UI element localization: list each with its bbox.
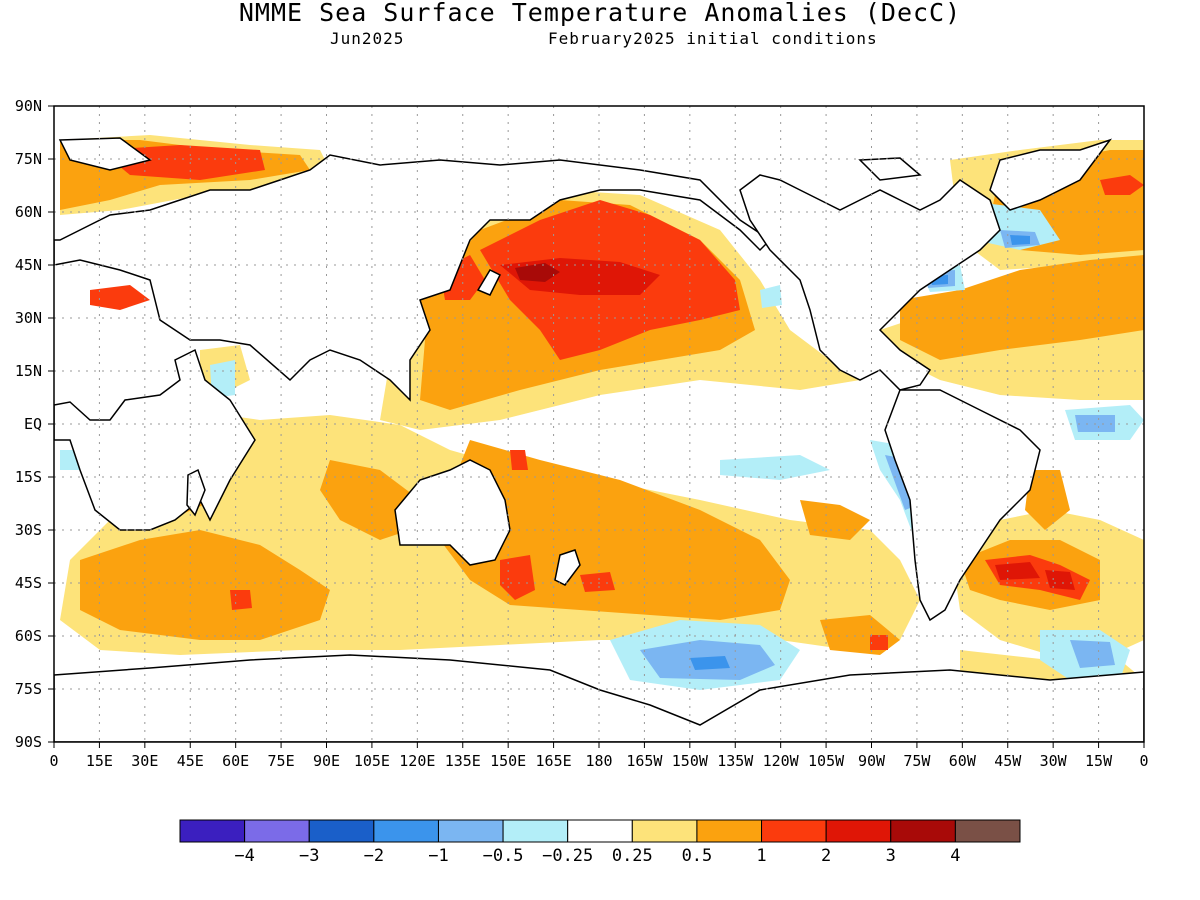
lat-tick-label: 30N — [15, 309, 42, 327]
lon-tick-label: 45E — [177, 752, 204, 770]
lat-tick-label: 90S — [15, 733, 42, 751]
lon-tick-label: 30E — [131, 752, 158, 770]
lon-tick-label: 150E — [490, 752, 526, 770]
colorbar-swatch — [437, 819, 504, 843]
lon-tick-label: 135W — [717, 752, 754, 770]
colorbar-swatch — [954, 819, 1021, 843]
lat-tick-label: 60N — [15, 203, 42, 221]
colorbar-label: 2 — [821, 846, 831, 866]
lat-tick-label: 75N — [15, 150, 42, 168]
lon-tick-label: 165E — [536, 752, 572, 770]
lon-tick-label: 180 — [585, 752, 612, 770]
colorbar: −4 −3 −2 −1 −0.5 −0.25 0.25 0.5 1 2 3 4 — [179, 819, 1021, 866]
lon-tick-label: 105E — [354, 752, 390, 770]
colorbar-swatch — [696, 819, 763, 843]
lon-tick-label: 135E — [445, 752, 481, 770]
lon-tick-label: 120E — [399, 752, 435, 770]
anomaly-field — [54, 106, 1144, 742]
colorbar-label: 1 — [756, 846, 766, 866]
land-masses — [54, 137, 1144, 742]
colorbar-swatch — [890, 819, 956, 843]
anomaly-3-4 — [515, 263, 560, 282]
colorbar-swatch — [825, 819, 892, 843]
lon-tick-label: 15W — [1085, 752, 1113, 770]
forecast-month: Jun2025 — [330, 29, 405, 48]
colorbar-swatch — [502, 819, 569, 843]
colorbar-swatch — [308, 819, 375, 843]
lon-tick-label: 30W — [1040, 752, 1068, 770]
colorbar-label: −0.5 — [483, 846, 524, 866]
colorbar-label: −4 — [234, 846, 254, 866]
lat-tick-label: 15S — [15, 468, 42, 486]
lon-tick-label: 150W — [672, 752, 709, 770]
lon-tick-label: 75W — [903, 752, 931, 770]
colorbar-label: 3 — [886, 846, 896, 866]
colorbar-swatch — [567, 819, 633, 843]
lon-tick-label: 75E — [268, 752, 295, 770]
lon-tick-label: 45W — [994, 752, 1022, 770]
colorbar-label: 4 — [950, 846, 960, 866]
lon-tick-label: 90E — [313, 752, 340, 770]
lon-tick-label: 60E — [222, 752, 249, 770]
colorbar-swatch — [244, 819, 310, 843]
colorbar-swatch — [761, 819, 827, 843]
graticule — [54, 106, 1144, 742]
lon-tick-label: 165W — [626, 752, 663, 770]
lon-tick-label: 0 — [1139, 752, 1148, 770]
map-title: NMME Sea Surface Temperature Anomalies (… — [238, 0, 962, 27]
lon-tick-label: 105W — [808, 752, 845, 770]
lon-tick-label: 120W — [763, 752, 800, 770]
colorbar-label: −0.25 — [542, 846, 593, 866]
lon-tick-label: 15E — [86, 752, 113, 770]
colorbar-label: 0.5 — [682, 846, 713, 866]
lat-tick-label: 30S — [15, 521, 42, 539]
lon-tick-label: 90W — [858, 752, 886, 770]
longitude-axis: 0 15E 30E 45E 60E 75E 90E 105E 120E 135E 150E 165E 1… — [49, 742, 1149, 770]
latitude-axis: 90N 75N 60N 45N 30N 15N EQ 15S 30S 45S 60S 75S 90S — [15, 97, 54, 751]
lon-tick-label: 60W — [949, 752, 977, 770]
colorbar-label: −1 — [428, 846, 448, 866]
lat-tick-label: 45N — [15, 256, 42, 274]
colorbar-label: −3 — [299, 846, 319, 866]
lat-tick-label: EQ — [24, 415, 42, 433]
lon-tick-label: 0 — [49, 752, 58, 770]
colorbar-swatch — [631, 819, 698, 843]
lat-tick-label: 90N — [15, 97, 42, 115]
lat-tick-label: 60S — [15, 627, 42, 645]
colorbar-swatch — [373, 819, 439, 843]
lat-tick-label: 45S — [15, 574, 42, 592]
colorbar-label: 0.25 — [612, 846, 653, 866]
lat-tick-label: 75S — [15, 680, 42, 698]
lat-tick-label: 15N — [15, 362, 42, 380]
colorbar-label: −2 — [364, 846, 384, 866]
colorbar-swatch — [179, 819, 246, 843]
initial-conditions: February2025 initial conditions — [548, 29, 878, 48]
